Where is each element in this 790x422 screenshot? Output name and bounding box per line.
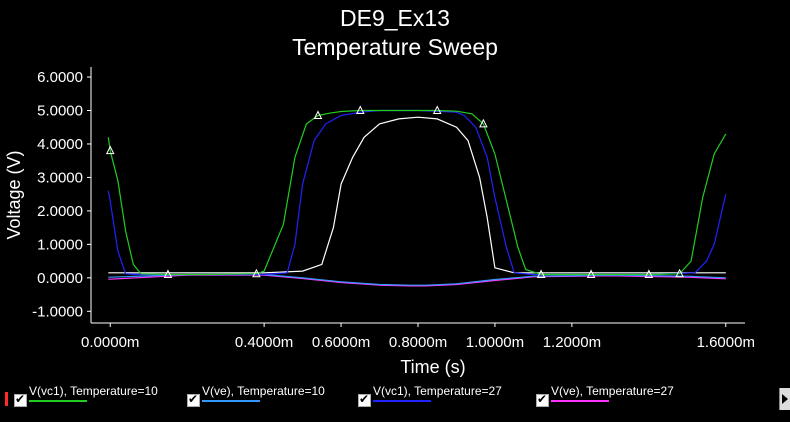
series-line-3: [108, 274, 726, 287]
x-tick-label: 0.4000m: [235, 334, 293, 351]
checkbox-icon[interactable]: [536, 392, 549, 407]
x-tick-label: 0.0000m: [81, 334, 139, 351]
x-tick-label: 1.6000m: [697, 334, 755, 351]
data-point-marker: [586, 269, 596, 278]
legend: V(vc1), Temperature=10 V(ve), Temperatur…: [0, 378, 790, 422]
chart-title-line-1: DE9_Ex13: [340, 5, 450, 31]
y-tick-label: 6.0000: [37, 69, 83, 86]
x-axis-label: Time (s): [400, 357, 465, 377]
series-layer: [107, 109, 727, 287]
legend-scroll-right-icon[interactable]: [779, 388, 790, 410]
checkbox-icon[interactable]: [358, 392, 371, 407]
data-point-marker: [644, 269, 654, 278]
axes: 6.0000 5.0000 4.0000 3.0000 2.0000 1.0000 0.00…: [32, 67, 755, 351]
y-tick-label: 1.0000: [37, 236, 83, 253]
plot-area: 6.0000 5.0000 4.0000 3.0000 2.0000 1.0000 0.00…: [4, 67, 755, 377]
series-line-2: [107, 109, 727, 276]
y-tick-label: -1.0000: [32, 303, 83, 320]
data-point-marker: [675, 268, 684, 278]
legend-label: V(vc1), Temperature=10: [29, 384, 158, 398]
data-point-marker: [479, 118, 488, 128]
y-tick-label: 3.0000: [37, 169, 83, 186]
y-tick-label: 0.0000: [37, 270, 83, 287]
legend-label: V(vc1), Temperature=27: [373, 384, 502, 398]
x-tick-label: 1.2000m: [543, 334, 601, 351]
data-point-marker: [536, 269, 546, 278]
checkbox-icon[interactable]: [187, 392, 200, 407]
chart-title-line-2: Temperature Sweep: [292, 34, 498, 60]
chart-title: DE9_Ex13 Temperature Sweep: [0, 4, 790, 62]
data-point-marker: [313, 110, 323, 120]
y-axis-label: Voltage (V): [4, 150, 24, 239]
data-point-marker: [432, 105, 442, 115]
data-point-marker: [163, 269, 173, 278]
data-point-marker: [252, 268, 261, 278]
legend-label: V(ve), Temperature=27: [551, 384, 674, 398]
x-tick-label: 1.0000m: [466, 334, 524, 351]
y-tick-label: 4.0000: [37, 136, 83, 153]
checkbox-icon[interactable]: [14, 392, 27, 407]
legend-swatch: [551, 400, 609, 402]
legend-swatch: [373, 400, 431, 402]
legend-selection-marker: [5, 392, 8, 406]
y-tick-label: 5.0000: [37, 103, 83, 120]
legend-swatch: [202, 400, 260, 402]
marker-layer: [105, 105, 684, 278]
data-point-marker: [105, 145, 115, 155]
legend-swatch: [29, 400, 87, 402]
x-tick-label: 0.8000m: [389, 334, 447, 351]
y-tick-label: 2.0000: [37, 203, 83, 220]
x-tick-label: 0.6000m: [312, 334, 370, 351]
series-line-0: [107, 109, 727, 276]
series-line-4: [108, 116, 726, 274]
data-point-marker: [355, 105, 365, 115]
legend-label: V(ve), Temperature=10: [202, 384, 325, 398]
